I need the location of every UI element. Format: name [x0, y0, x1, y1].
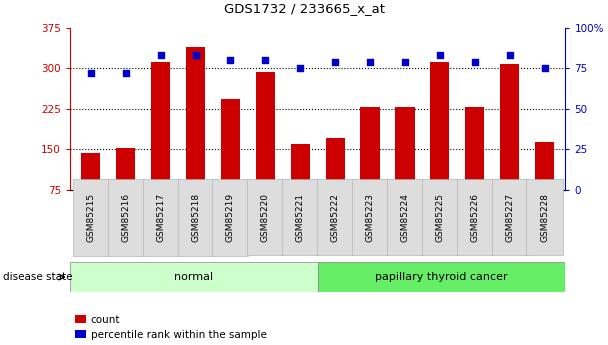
Bar [500, 65, 519, 190]
Point [365, 59, 375, 65]
Text: GSM85216: GSM85216 [121, 193, 130, 242]
Point [470, 59, 480, 65]
Point [260, 57, 270, 63]
Text: normal: normal [174, 272, 213, 282]
Bar [291, 144, 310, 190]
Text: papillary thyroid cancer: papillary thyroid cancer [375, 272, 508, 282]
Text: GSM85225: GSM85225 [435, 193, 444, 242]
Bar [116, 148, 136, 190]
Point [191, 52, 201, 58]
Bar [430, 62, 449, 190]
Point [330, 59, 340, 65]
Text: GSM85215: GSM85215 [86, 193, 95, 242]
Text: disease state: disease state [3, 272, 72, 282]
Text: GSM85223: GSM85223 [365, 193, 375, 242]
Text: GSM85217: GSM85217 [156, 193, 165, 242]
Text: GSM85220: GSM85220 [261, 193, 270, 242]
Point [400, 59, 410, 65]
Point [295, 66, 305, 71]
Text: GSM85221: GSM85221 [295, 193, 305, 242]
Point [156, 52, 165, 58]
Text: GSM85218: GSM85218 [191, 193, 200, 242]
Point [86, 70, 95, 76]
Bar [361, 107, 379, 190]
Point [121, 70, 131, 76]
Bar [325, 138, 345, 190]
Bar [151, 62, 170, 190]
Bar [81, 153, 100, 190]
Bar [465, 107, 485, 190]
Legend: count, percentile rank within the sample: count, percentile rank within the sample [75, 315, 267, 340]
Bar [186, 47, 205, 190]
Bar [70, 262, 317, 292]
Bar [535, 142, 554, 190]
Bar [221, 99, 240, 190]
Text: GSM85227: GSM85227 [505, 193, 514, 242]
Bar [395, 107, 415, 190]
Point [435, 52, 444, 58]
Text: GSM85228: GSM85228 [540, 193, 549, 242]
Point [226, 57, 235, 63]
Text: GSM85219: GSM85219 [226, 193, 235, 242]
Bar [256, 72, 275, 190]
Text: GSM85222: GSM85222 [331, 193, 340, 242]
Point [505, 52, 514, 58]
Text: GSM85226: GSM85226 [470, 193, 479, 242]
Text: GSM85224: GSM85224 [401, 193, 409, 242]
Text: GDS1732 / 233665_x_at: GDS1732 / 233665_x_at [224, 2, 384, 15]
Point [540, 66, 550, 71]
Bar [317, 262, 565, 292]
